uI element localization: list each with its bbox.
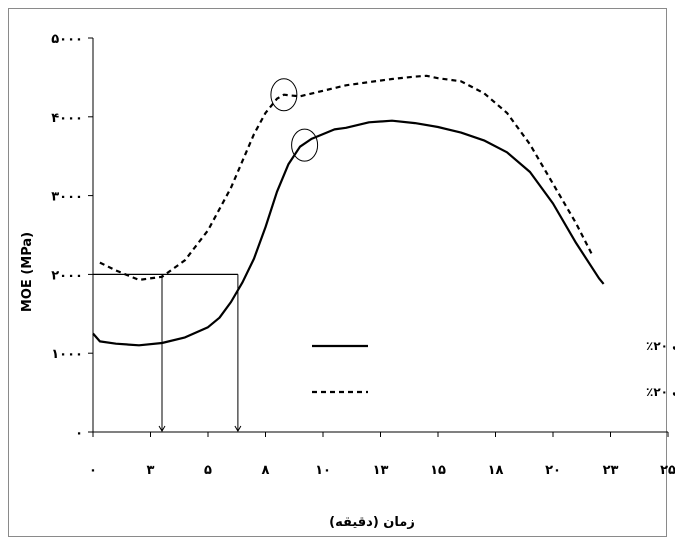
x-tick-label: ۲۵ <box>660 463 675 478</box>
x-tick-label: ۵ <box>204 463 212 478</box>
legend-label: تانن ۵۰٪+ اسید بوریک ۰٪+ ایزوسیانات ۲۰٪ <box>646 339 675 354</box>
x-tick-label: ۱۵ <box>430 463 446 478</box>
y-tick-label: ۳۰۰۰ <box>51 190 83 205</box>
annotations <box>93 78 319 432</box>
y-tick-label: ۱۰۰۰ <box>51 347 83 362</box>
series-line-boric-4 <box>99 74 594 281</box>
highlight-circle <box>291 128 319 162</box>
y-tick-label: ۰ <box>75 426 83 441</box>
y-tick-label: ۴۰۰۰ <box>51 111 83 126</box>
x-tick-label: ۱۳ <box>373 463 389 478</box>
y-tick-label: ۵۰۰۰ <box>51 32 83 47</box>
series-line-boric-0 <box>92 119 605 347</box>
x-tick-label: ۱۰ <box>315 463 331 478</box>
x-tick-label: ۲۰ <box>545 463 561 478</box>
y-axis-title: MOE (MPa) <box>20 232 35 312</box>
series-layer <box>92 74 605 347</box>
legend: تانن ۵۰٪+ اسید بوریک ۰٪+ ایزوسیانات ۲۰٪ ت… <box>312 339 675 400</box>
x-tick-label: ۳ <box>147 463 155 478</box>
y-tick-label: ۲۰۰۰ <box>51 268 83 283</box>
x-tick-label: ۰ <box>89 463 97 478</box>
x-tick-label: ۲۳ <box>603 463 619 478</box>
legend-label: تانن ۵۰٪+ اسید بوریک ۴٪+ ایزوسیانات ۲۰٪ <box>646 385 675 400</box>
x-tick-label: ۸ <box>262 463 270 478</box>
x-axis-title: زمان (دقیقه) <box>329 515 415 530</box>
x-ticks: ۰ ۳ ۵ ۸ ۱۰ ۱۳ ۱۵ ۱۸ ۲۰ ۲۳ ۲۵ <box>89 432 675 478</box>
chart-frame <box>8 8 667 537</box>
y-ticks: ۰ ۱۰۰۰ ۲۰۰۰ ۳۰۰۰ ۴۰۰۰ ۵۰۰۰ <box>51 32 93 441</box>
x-tick-label: ۱۸ <box>488 463 504 478</box>
highlight-circle <box>270 78 298 112</box>
